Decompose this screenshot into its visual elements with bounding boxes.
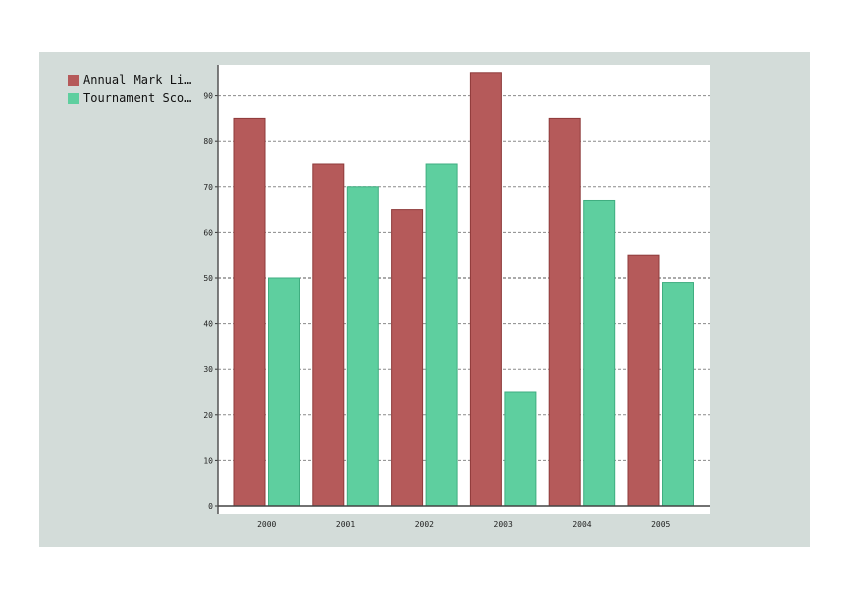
legend-swatch-series-2 bbox=[68, 92, 79, 104]
bar bbox=[627, 254, 660, 507]
bar bbox=[346, 186, 379, 507]
tick-labels: 0 10 20 30 40 50 60 70 80 90 2000 2001 2002 2003 2004 2… bbox=[203, 92, 670, 529]
bar bbox=[268, 277, 300, 507]
bar bbox=[425, 163, 458, 507]
y-tick-label: 30 bbox=[203, 365, 213, 374]
axes bbox=[215, 65, 710, 514]
x-tick-label: 2003 bbox=[494, 520, 513, 529]
x-tick-label: 2001 bbox=[336, 520, 355, 529]
bar bbox=[233, 117, 266, 507]
y-tick-label: 50 bbox=[203, 274, 213, 283]
y-tick-label: 40 bbox=[203, 320, 213, 329]
legend-swatch-series-1 bbox=[68, 74, 79, 86]
bar bbox=[504, 391, 537, 507]
x-tick-label: 2002 bbox=[415, 520, 434, 529]
legend-item-series-2[interactable]: Tournament Sco… bbox=[68, 89, 194, 107]
y-tick-label: 90 bbox=[203, 92, 213, 101]
y-tick-label: 80 bbox=[203, 137, 213, 146]
y-tick-label: 70 bbox=[203, 183, 213, 192]
bar bbox=[583, 199, 616, 507]
x-tick-label: 2004 bbox=[572, 520, 591, 529]
bar bbox=[312, 163, 345, 507]
y-tick-label: 10 bbox=[203, 456, 213, 465]
y-tick-label: 60 bbox=[203, 228, 213, 237]
bars bbox=[233, 72, 694, 507]
x-tick-label: 2005 bbox=[651, 520, 670, 529]
legend: Annual Mark Li… Tournament Sco… bbox=[68, 71, 194, 107]
x-tick-label: 2000 bbox=[257, 520, 276, 529]
y-tick-label: 20 bbox=[203, 411, 213, 420]
bar bbox=[662, 282, 694, 507]
y-tick-label: 0 bbox=[208, 502, 213, 511]
legend-item-series-1[interactable]: Annual Mark Li… bbox=[68, 71, 194, 89]
bar bbox=[469, 72, 502, 507]
bar bbox=[548, 117, 581, 507]
bar bbox=[391, 209, 424, 507]
